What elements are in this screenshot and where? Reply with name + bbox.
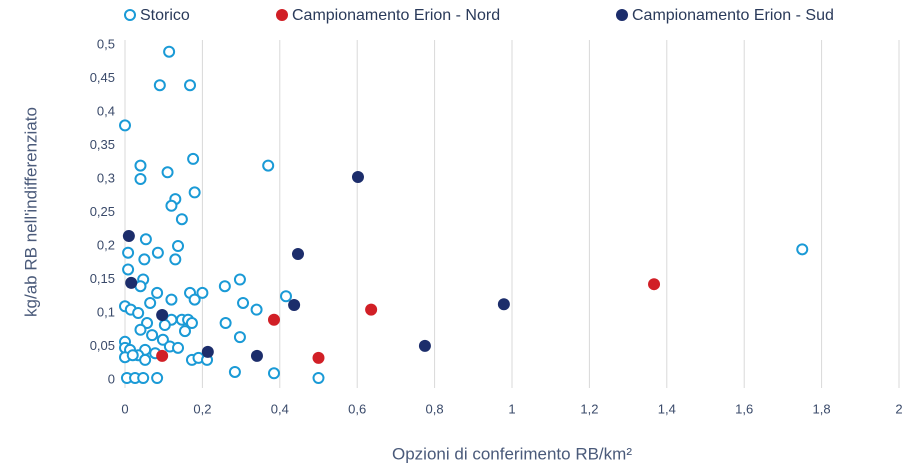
scatter-point [267, 367, 280, 380]
legend-marker [276, 9, 288, 21]
scatter-point [156, 349, 169, 362]
scatter-point [262, 159, 275, 172]
scatter-point [126, 349, 139, 362]
scatter-point [165, 199, 178, 212]
scatter-point [151, 286, 164, 299]
y-tick-label: 0,1 [97, 304, 115, 319]
scatter-point [175, 213, 188, 226]
y-tick-label: 0,5 [97, 36, 115, 51]
scatter-point [233, 331, 246, 344]
scatter-point [312, 351, 325, 364]
y-axis-title: kg/ab RB nell'indifferenziato [21, 107, 40, 317]
scatter-point [122, 229, 135, 242]
scatter-point [122, 246, 135, 259]
scatter-point [122, 263, 135, 276]
scatter-point [144, 296, 157, 309]
y-tick-label: 0,25 [90, 204, 115, 219]
scatter-point [188, 186, 201, 199]
x-tick-label: 0,8 [426, 401, 444, 416]
scatter-point [648, 278, 661, 291]
y-tick-label: 0 [108, 371, 115, 386]
scatter-point [172, 240, 185, 252]
x-tick-label: 2 [895, 401, 902, 416]
legend-marker [124, 9, 136, 21]
scatter-point [184, 79, 197, 92]
legend-label: Campionamento Erion - Nord [292, 7, 500, 24]
scatter-point [165, 293, 178, 306]
legend-label: Storico [140, 7, 190, 24]
scatter-point [151, 246, 164, 259]
legend-marker [616, 9, 628, 21]
scatter-point [151, 371, 164, 384]
scatter-point [250, 303, 263, 316]
x-tick-label: 1,8 [813, 401, 831, 416]
scatter-point [250, 349, 263, 362]
y-tick-label: 0,35 [90, 137, 115, 152]
scatter-point [312, 371, 325, 384]
scatter-point [267, 313, 280, 326]
scatter-point [169, 253, 182, 266]
scatter-point [365, 303, 378, 316]
scatter-point [237, 296, 250, 309]
scatter-point [418, 339, 431, 352]
x-tick-label: 1 [508, 401, 515, 416]
scatter-point [125, 276, 138, 289]
y-tick-label: 0,4 [97, 103, 115, 118]
scatter-point [132, 307, 145, 319]
scatter-point [134, 159, 147, 172]
scatter-point [137, 371, 150, 384]
scatter-point [134, 173, 147, 185]
scatter-point [351, 170, 364, 183]
scatter-point [233, 273, 246, 286]
scatter-point [153, 79, 166, 92]
scatter-point [146, 329, 159, 342]
x-tick-label: 1,6 [735, 401, 753, 416]
x-tick-label: 1,4 [658, 401, 676, 416]
x-tick-label: 0,4 [271, 401, 289, 416]
x-tick-label: 1,2 [580, 401, 598, 416]
scatter-point [156, 309, 169, 322]
scatter-point [291, 248, 304, 261]
scatter-point [161, 166, 174, 179]
scatter-point [201, 345, 214, 358]
scatter-point [196, 286, 209, 299]
scatter-point [163, 45, 176, 58]
scatter-point [156, 333, 169, 346]
x-tick-label: 0 [121, 401, 128, 416]
scatter-point [218, 280, 231, 293]
x-tick-label: 0,2 [193, 401, 211, 416]
scatter-point [172, 341, 185, 354]
scatter-point [228, 365, 241, 378]
scatter-point [119, 119, 131, 132]
scatter-point [134, 323, 147, 336]
scatter-point [288, 298, 301, 311]
scatter-point [178, 325, 191, 338]
legend-label: Campionamento Erion - Sud [632, 7, 834, 24]
x-tick-label: 0,6 [348, 401, 366, 416]
y-tick-label: 0,2 [97, 237, 115, 252]
scatter-point [279, 290, 292, 303]
scatter-point [158, 319, 171, 332]
scatter-point [139, 233, 152, 246]
scatter-point [187, 152, 200, 165]
y-tick-label: 0,05 [90, 338, 115, 353]
y-tick-label: 0,45 [90, 70, 115, 85]
scatter-point [185, 317, 198, 330]
y-tick-label: 0,15 [90, 271, 115, 286]
scatter-point [188, 293, 201, 306]
scatter-point [138, 253, 151, 266]
scatter-point [139, 353, 152, 366]
scatter-point [796, 243, 809, 256]
y-tick-label: 0,3 [97, 170, 115, 185]
scatter-point [497, 298, 510, 311]
scatter-point [219, 317, 232, 330]
x-axis-title: Opzioni di conferimento RB/km² [392, 444, 632, 463]
